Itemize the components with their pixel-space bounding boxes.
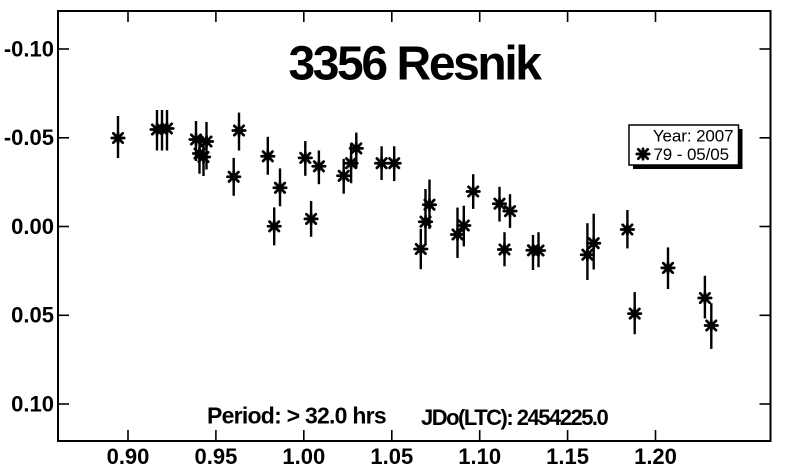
svg-text:1.00: 1.00: [282, 444, 325, 469]
svg-text:0.00: 0.00: [11, 214, 54, 239]
svg-text:-0.05: -0.05: [4, 125, 54, 150]
svg-text:-0.10: -0.10: [4, 36, 54, 61]
svg-text:79 - 05/05: 79 - 05/05: [653, 145, 729, 164]
svg-text:1.10: 1.10: [458, 444, 501, 469]
svg-text:Period: > 32.0 hrs: Period: > 32.0 hrs: [207, 403, 386, 429]
svg-text:0.10: 0.10: [11, 391, 54, 416]
svg-text:0.90: 0.90: [107, 444, 150, 469]
svg-text:JDo(LTC): 2454225.0: JDo(LTC): 2454225.0: [421, 405, 609, 430]
svg-text:0.95: 0.95: [194, 444, 237, 469]
svg-text:1.15: 1.15: [546, 444, 589, 469]
svg-text:1.05: 1.05: [370, 444, 413, 469]
svg-text:1.20: 1.20: [634, 444, 677, 469]
svg-text:Year: 2007: Year: 2007: [653, 126, 734, 145]
svg-text:0.05: 0.05: [11, 303, 54, 328]
svg-text:3356 Resnik: 3356 Resnik: [288, 38, 542, 91]
